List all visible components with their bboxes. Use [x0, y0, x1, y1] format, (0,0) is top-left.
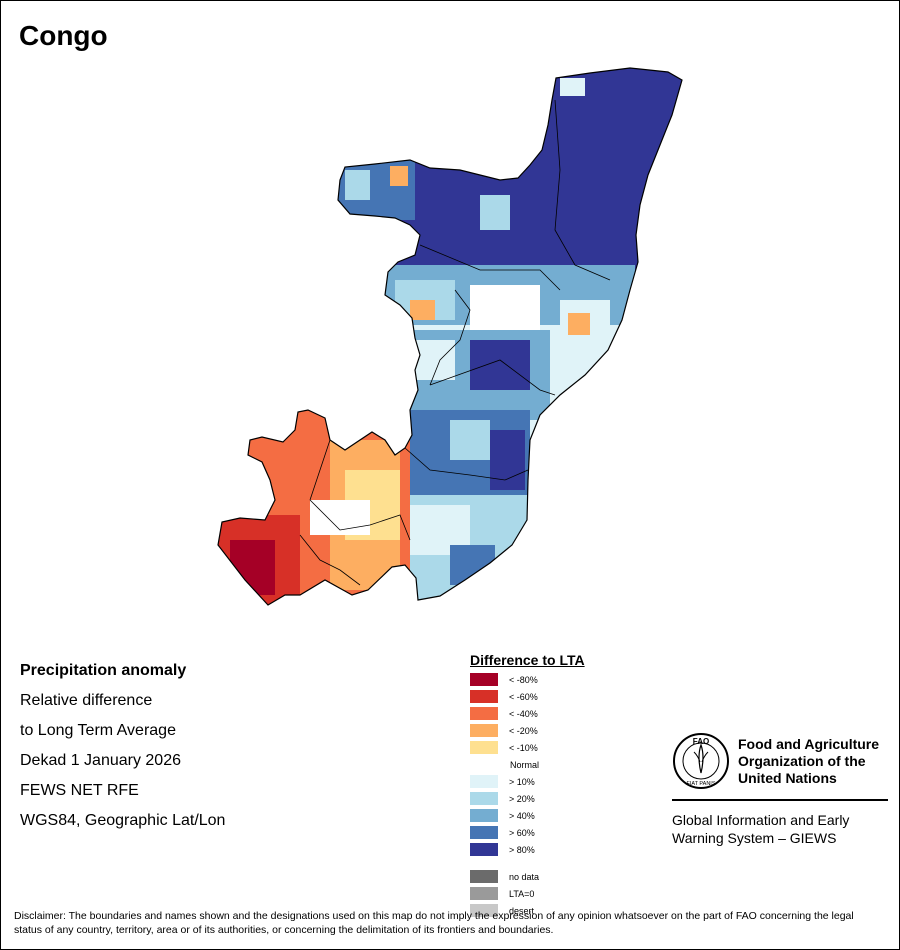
- legend-item: desert: [470, 902, 585, 919]
- boundary-niari: [299, 534, 361, 586]
- legend-label: > 40%: [509, 810, 535, 821]
- legend-swatch: [470, 826, 498, 839]
- legend-swatch: [470, 792, 498, 805]
- legend-title: Difference to LTA: [470, 652, 585, 668]
- boundary-west-central: [429, 289, 471, 386]
- legend-item: LTA=0: [470, 885, 585, 902]
- boundary-pool: [404, 447, 529, 481]
- legend-swatch: [470, 690, 498, 703]
- info-heading: Precipitation anomaly: [20, 662, 187, 679]
- legend-swatch: [470, 887, 498, 900]
- boundary-lekoumou: [309, 439, 331, 501]
- legend-swatch: [470, 775, 498, 788]
- legend-label: Normal: [510, 759, 540, 770]
- giews-line2: Warning System – GIEWS: [672, 830, 837, 846]
- legend-label: < -40%: [509, 708, 538, 719]
- zone-central-normal: [470, 285, 540, 335]
- legend-item: < -60%: [470, 688, 585, 705]
- legend-label: > 10%: [509, 776, 535, 787]
- legend-item: < -80%: [470, 671, 585, 688]
- patch-middle-light: [415, 340, 455, 380]
- info-line1: Relative difference: [20, 692, 153, 709]
- legend-swatch: [470, 707, 498, 720]
- legend-label: desert: [509, 905, 535, 916]
- patch-south-wet: [490, 430, 525, 490]
- legend-item: Normal: [470, 756, 585, 773]
- legend-swatch: [470, 741, 498, 754]
- giews-text: Global Information and Early Warning Sys…: [672, 811, 888, 847]
- zone-coast-extreme: [230, 540, 275, 595]
- patch-dry-east: [568, 313, 590, 335]
- legend-label: > 80%: [509, 844, 535, 855]
- patch-dry-north: [390, 166, 408, 186]
- legend-swatch: [470, 870, 498, 883]
- patch-dry-west: [410, 300, 435, 320]
- legend-label: < -10%: [509, 742, 538, 753]
- map-title: Congo: [19, 20, 108, 51]
- legend-swatch: [470, 724, 498, 737]
- legend-swatch: [470, 809, 498, 822]
- info-source: FEWS NET RFE: [20, 782, 139, 799]
- fao-name: Food and Agriculture Organization of the…: [738, 736, 879, 787]
- patch-light-nw: [345, 170, 370, 200]
- department-boundaries: [299, 99, 611, 586]
- legend-swatch: [470, 673, 498, 686]
- legend-item: > 60%: [470, 824, 585, 841]
- fao-motto: FIAT PANIS: [686, 781, 715, 787]
- legend: Difference to LTA < -80% < -60% < -40% <…: [470, 652, 585, 919]
- info-line2: to Long Term Average: [20, 722, 176, 739]
- legend-swatch: [470, 758, 498, 771]
- legend-item: > 10%: [470, 773, 585, 790]
- info-period: Dekad 1 January 2026: [20, 752, 181, 769]
- legend-label: LTA=0: [509, 888, 535, 899]
- patch-south-light: [450, 420, 490, 460]
- boundary-plateaux: [429, 359, 556, 396]
- info-projection: WGS84, Geographic Lat/Lon: [20, 812, 226, 829]
- legend-item: > 80%: [470, 841, 585, 858]
- disclaimer: Disclaimer: The boundaries and names sho…: [14, 910, 854, 936]
- zone-middle-wet: [470, 340, 530, 390]
- patch-south-medium: [450, 545, 495, 585]
- legend-item: > 40%: [470, 807, 585, 824]
- legend-label: > 20%: [509, 793, 535, 804]
- legend-label: < -80%: [509, 674, 538, 685]
- legend-item: < -10%: [470, 739, 585, 756]
- boundary-bouenza: [309, 499, 411, 541]
- boundary-northeast: [554, 99, 611, 281]
- legend-swatch: [470, 843, 498, 856]
- legend-item: > 20%: [470, 790, 585, 807]
- legend-item: < -40%: [470, 705, 585, 722]
- fao-acronym: FAO: [693, 737, 709, 746]
- patch-sw-normal: [310, 500, 370, 535]
- legend-item: < -20%: [470, 722, 585, 739]
- patch-light-north: [480, 195, 510, 230]
- map-info: Precipitation anomaly Relative differenc…: [20, 656, 225, 836]
- fao-logo: FAO FIAT PANIS: [673, 733, 729, 789]
- giews-line1: Global Information and Early: [672, 812, 850, 828]
- legend-label: > 60%: [509, 827, 535, 838]
- boundary-north-central: [419, 244, 561, 291]
- fao-name-line3: United Nations: [738, 769, 837, 786]
- legend-label: < -20%: [509, 725, 538, 736]
- fao-divider: [672, 799, 888, 801]
- fao-name-line1: Food and Agriculture: [738, 735, 880, 752]
- patch-light-ne: [560, 78, 585, 96]
- legend-item: no data: [470, 868, 585, 885]
- legend-label: no data: [509, 871, 540, 882]
- anomaly-map: [217, 67, 683, 606]
- legend-label: < -60%: [509, 691, 538, 702]
- legend-swatch: [470, 904, 498, 917]
- fao-block: FAO FIAT PANIS Food and Agriculture Orga…: [672, 732, 888, 847]
- fao-name-line2: Organization of the: [738, 752, 866, 769]
